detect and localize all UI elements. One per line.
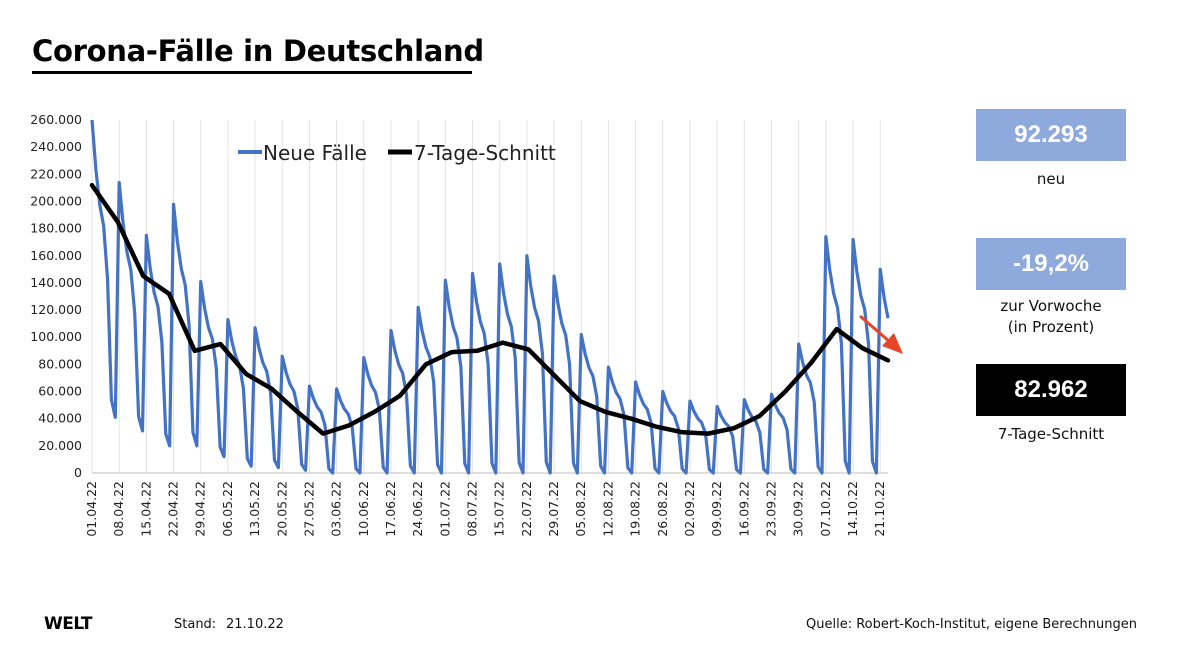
- seven-day-average-box: 82.962: [976, 364, 1126, 416]
- x-tick-label: 07.10.22: [818, 481, 833, 537]
- y-tick-label: 180.000: [30, 221, 82, 236]
- x-tick-label: 24.06.22: [410, 481, 425, 537]
- welt-logo: WELT: [44, 614, 92, 634]
- x-tick-label: 09.09.22: [709, 481, 724, 537]
- trend-arrow-shaft: [859, 314, 891, 344]
- chart-title: Corona-Fälle in Deutschland: [32, 34, 484, 68]
- y-tick-label: 60.000: [38, 384, 82, 399]
- x-tick-label: 30.09.22: [791, 481, 806, 537]
- x-tick-label: 29.07.22: [546, 481, 561, 537]
- x-tick-label: 01.07.22: [437, 481, 452, 537]
- x-tick-label: 05.08.22: [573, 481, 588, 537]
- y-tick-label: 220.000: [30, 166, 82, 181]
- x-tick-label: 10.06.22: [356, 481, 371, 537]
- y-axis: 0 20.000 40.000 60.000 80.000 100.000 120.000 1…: [30, 112, 82, 480]
- new-cases-label: neu: [1036, 170, 1066, 188]
- stand-label: Stand:: [174, 617, 217, 632]
- line-chart: 0 20.000 40.000 60.000 80.000 100.000 120.000 1…: [30, 112, 903, 537]
- trend-arrow: [859, 314, 903, 354]
- x-tick-label: 23.09.22: [764, 481, 779, 537]
- y-tick-label: 40.000: [38, 411, 82, 426]
- x-tick-label: 15.07.22: [492, 481, 507, 537]
- weekly-change-label: zur Vorwoche (in Prozent): [1000, 297, 1102, 336]
- new-cases-box: 92.293: [976, 109, 1126, 161]
- gridlines: [91, 120, 881, 473]
- x-tick-label: 08.04.22: [111, 481, 126, 537]
- x-tick-label: 08.07.22: [465, 481, 480, 537]
- y-tick-label: 80.000: [38, 356, 82, 371]
- y-tick-label: 120.000: [30, 302, 82, 317]
- x-tick-label: 06.05.22: [220, 481, 235, 537]
- y-tick-label: 240.000: [30, 139, 82, 154]
- x-tick-label: 21.10.22: [872, 481, 887, 537]
- x-tick-label: 29.04.22: [193, 481, 208, 537]
- y-tick-label: 200.000: [30, 193, 82, 208]
- series-layer: [89, 119, 891, 475]
- x-tick-label: 19.08.22: [628, 481, 643, 537]
- seven-day-average-value: 82.962: [1014, 376, 1088, 403]
- x-tick-label: 02.09.22: [682, 481, 697, 537]
- legend-label-average: 7-Tage-Schnitt: [414, 141, 556, 165]
- seven-day-average-label: 7-Tage-Schnitt: [997, 425, 1105, 443]
- chart-legend: Neue Fälle 7-Tage-Schnitt: [238, 141, 556, 165]
- trend-arrow-head: [882, 333, 903, 354]
- seven-day-average-line: [89, 182, 891, 436]
- y-tick-label: 100.000: [30, 329, 82, 344]
- y-tick-label: 260.000: [30, 112, 82, 127]
- x-tick-label: 17.06.22: [383, 481, 398, 537]
- x-tick-label: 14.10.22: [845, 481, 860, 537]
- y-tick-label: 140.000: [30, 275, 82, 290]
- x-tick-label: 22.07.22: [519, 481, 534, 537]
- new-cases-line: [90, 119, 890, 475]
- x-tick-label: 13.05.22: [247, 481, 262, 537]
- x-tick-label: 12.08.22: [600, 481, 615, 537]
- x-tick-label: 15.04.22: [138, 481, 153, 537]
- legend-label-new-cases: Neue Fälle: [263, 141, 367, 165]
- y-tick-label: 20.000: [38, 438, 82, 453]
- x-tick-label: 20.05.22: [274, 481, 289, 537]
- y-tick-label: 0: [74, 465, 82, 480]
- x-tick-label: 03.06.22: [329, 481, 344, 537]
- x-tick-label: 26.08.22: [655, 481, 670, 537]
- new-cases-value: 92.293: [1014, 121, 1088, 148]
- x-tick-label: 22.04.22: [166, 481, 181, 537]
- x-tick-label: 01.04.22: [84, 481, 99, 537]
- x-axis: 01.04.22 08.04.22 15.04.22 22.04.22 29.04.22…: [84, 472, 888, 537]
- x-tick-label: 27.05.22: [301, 481, 316, 537]
- x-tick-label: 16.09.22: [736, 481, 751, 537]
- title-underline: [32, 71, 472, 74]
- source-note: Quelle: Robert-Koch-Institut, eigene Ber…: [806, 617, 1137, 632]
- weekly-change-box: -19,2%: [976, 238, 1126, 290]
- y-tick-label: 160.000: [30, 248, 82, 263]
- weekly-change-value: -19,2%: [1012, 250, 1090, 277]
- stand-date: 21.10.22: [226, 617, 284, 632]
